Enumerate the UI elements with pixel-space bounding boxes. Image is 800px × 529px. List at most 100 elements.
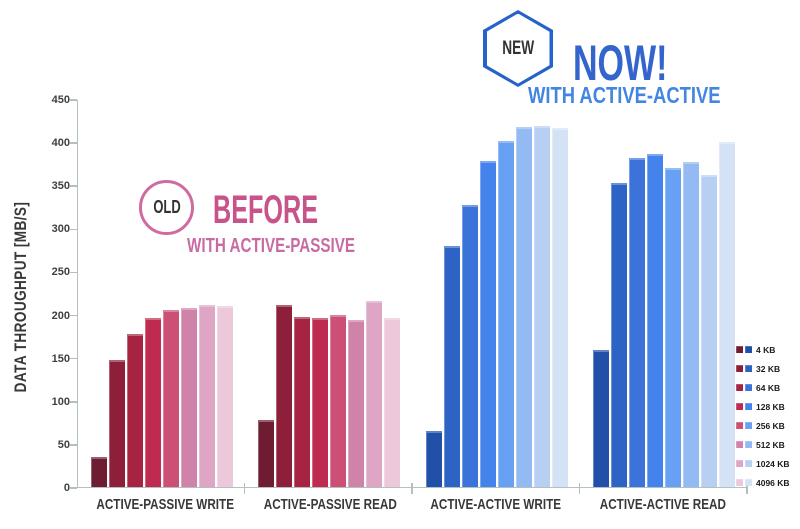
x-axis-separator-tick: [411, 483, 413, 494]
x-axis-separator-tick: [578, 483, 581, 494]
bar: [719, 142, 736, 487]
legend-swatch-blue: [745, 384, 752, 391]
bar: [443, 246, 460, 487]
bar: [258, 420, 275, 487]
bar: [348, 320, 365, 487]
bar-group: [581, 100, 749, 487]
bar: [629, 158, 646, 487]
legend-item: 128 KB: [736, 397, 790, 416]
bar: [294, 317, 311, 487]
legend-item: 4 KB: [736, 340, 790, 359]
bar: [533, 126, 550, 487]
bar: [126, 334, 143, 487]
y-tick-label: 200: [51, 309, 70, 322]
legend-item: 64 KB: [736, 378, 790, 397]
legend-swatch-blue: [745, 460, 752, 467]
y-tick-mark: [70, 357, 77, 360]
legend-swatch-red: [736, 479, 743, 486]
bar: [497, 141, 514, 487]
x-category-label: ACTIVE-ACTIVE READ: [580, 496, 748, 513]
bar: [384, 318, 401, 487]
bar: [108, 360, 125, 487]
legend-swatch-red: [736, 441, 743, 448]
bar: [593, 350, 610, 487]
now-subtitle: WITH ACTIVE-ACTIVE: [528, 82, 721, 108]
y-tick-mark: [70, 487, 77, 489]
x-category-label-text: ACTIVE-ACTIVE WRITE: [430, 496, 562, 513]
bar: [551, 128, 568, 487]
old-badge: OLD: [139, 180, 194, 235]
bar: [515, 127, 532, 487]
legend-swatch-blue: [745, 479, 752, 486]
x-category-label-text: ACTIVE-PASSIVE READ: [263, 496, 397, 513]
bar: [461, 205, 478, 487]
legend-swatch-red: [736, 422, 743, 429]
legend-item: 256 KB: [736, 416, 790, 435]
y-tick-mark: [70, 142, 77, 144]
legend-swatch-blue: [745, 403, 752, 410]
bar: [312, 318, 329, 487]
before-subtitle: WITH ACTIVE-PASSIVE: [187, 235, 356, 257]
y-tick-label: 100: [51, 395, 70, 408]
bar-group: [78, 100, 246, 487]
legend-swatch-red: [736, 403, 743, 410]
legend-label: 64 KB: [756, 382, 781, 393]
legend-label: 256 KB: [756, 420, 785, 431]
x-category-label: ACTIVE-PASSIVE WRITE: [77, 496, 245, 513]
y-tick-label: 0: [63, 482, 70, 494]
new-badge-hexagon-icon: NEW: [483, 10, 553, 87]
x-category-label-text: ACTIVE-ACTIVE READ: [600, 496, 727, 513]
y-tick-label: 400: [51, 137, 70, 150]
legend-swatch-blue: [745, 422, 752, 429]
bar: [683, 162, 700, 487]
y-tick-label: 450: [51, 94, 70, 106]
y-tick-mark: [70, 314, 77, 317]
bar-group: [413, 100, 581, 487]
legend: 4 KB 32 KB 64 KB 128 KB 256 KB 512 KB 1024 KB 4…: [736, 340, 790, 492]
legend-label: 512 KB: [756, 439, 785, 450]
plot-area: [77, 100, 747, 488]
bar: [162, 310, 179, 487]
legend-item: 512 KB: [736, 435, 790, 454]
legend-label: 128 KB: [756, 401, 785, 412]
y-tick-mark: [70, 401, 77, 403]
x-category-label: ACTIVE-ACTIVE WRITE: [412, 496, 580, 513]
y-tick-mark: [70, 228, 77, 231]
y-tick-mark: [70, 444, 77, 446]
y-tick-mark: [70, 99, 77, 101]
y-tick-mark: [70, 271, 77, 274]
y-tick-label: 300: [51, 223, 70, 236]
legend-swatch-blue: [745, 346, 752, 353]
x-axis-separator-tick: [243, 483, 246, 494]
bar: [701, 175, 718, 487]
bar: [198, 305, 215, 487]
legend-label: 4096 KB: [756, 477, 790, 488]
y-tick-mark: [70, 185, 77, 187]
legend-swatch-red: [736, 346, 743, 353]
bar: [144, 318, 161, 487]
bar: [330, 315, 347, 487]
bar-group: [246, 100, 414, 487]
legend-item: 1024 KB: [736, 454, 790, 473]
bar: [665, 168, 682, 487]
bar: [276, 305, 293, 487]
legend-swatch-blue: [745, 365, 752, 372]
y-tick-label: 150: [51, 352, 70, 365]
old-badge-label: OLD: [152, 197, 181, 217]
x-category-label: ACTIVE-PASSIVE READ: [245, 496, 413, 513]
y-tick-label: 50: [57, 438, 70, 451]
x-axis-separator-tick: [746, 483, 748, 494]
bar: [479, 161, 496, 487]
legend-swatch-blue: [745, 441, 752, 448]
bar: [180, 308, 197, 487]
now-title: NOW!: [573, 35, 668, 91]
legend-item: 4096 KB: [736, 473, 790, 492]
x-category-label-text: ACTIVE-PASSIVE WRITE: [96, 496, 235, 513]
y-tick-label: 350: [51, 180, 70, 193]
bar: [425, 431, 442, 487]
new-badge-inner: NEW: [486, 13, 550, 84]
bar: [366, 301, 383, 487]
legend-swatch-red: [736, 384, 743, 391]
bar: [90, 457, 107, 487]
